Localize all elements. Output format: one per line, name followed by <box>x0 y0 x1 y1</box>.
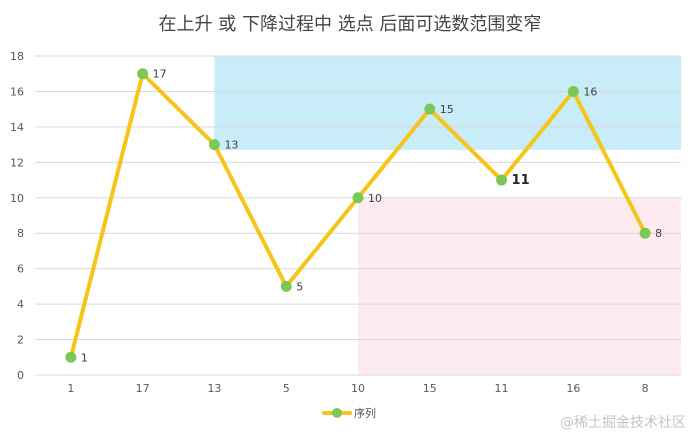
watermark: @稀土掘金技术社区 <box>560 415 686 431</box>
y-tick-label: 18 <box>10 50 24 63</box>
highlight-region-0 <box>214 56 681 150</box>
data-label: 1 <box>81 351 88 364</box>
data-label: 11 <box>512 173 530 188</box>
x-tick-label: 13 <box>207 382 221 395</box>
data-label: 5 <box>296 280 303 293</box>
data-label: 15 <box>440 103 454 116</box>
x-tick-label: 11 <box>495 382 509 395</box>
x-tick-label: 1 <box>67 382 74 395</box>
y-tick-label: 10 <box>10 192 24 205</box>
data-point-marker <box>567 85 579 97</box>
y-axis: 0 2 4 6 8 10 12 14 16 18 <box>10 50 24 382</box>
highlight-region-1 <box>358 197 681 375</box>
y-tick-label: 14 <box>10 121 24 134</box>
y-tick-label: 12 <box>10 156 24 169</box>
x-tick-label: 17 <box>136 382 150 395</box>
x-tick-label: 10 <box>351 382 365 395</box>
data-point-marker <box>208 139 220 151</box>
y-tick-label: 4 <box>17 298 24 311</box>
series-line-group: 1 17 13 5 10 15 11 16 8 <box>65 68 662 364</box>
data-label: 8 <box>655 227 662 240</box>
data-point-marker <box>424 103 436 115</box>
data-label: 10 <box>368 192 382 205</box>
x-axis: 1 17 13 5 10 15 11 16 8 <box>67 382 648 395</box>
data-point-marker <box>137 68 149 80</box>
data-label: 16 <box>583 85 597 98</box>
data-point-marker <box>280 280 292 292</box>
x-tick-label: 15 <box>423 382 437 395</box>
x-tick-label: 16 <box>566 382 580 395</box>
y-tick-label: 2 <box>17 334 24 347</box>
data-label: 17 <box>153 68 167 81</box>
y-tick-label: 0 <box>17 369 24 382</box>
y-tick-label: 16 <box>10 85 24 98</box>
x-tick-label: 5 <box>283 382 290 395</box>
legend: 序列 <box>322 406 376 420</box>
legend-marker <box>332 408 342 418</box>
data-point-marker <box>496 174 508 186</box>
x-tick-label: 8 <box>642 382 649 395</box>
data-point-marker <box>65 351 77 363</box>
data-point-marker <box>352 192 364 204</box>
data-label: 13 <box>224 139 238 152</box>
y-tick-label: 8 <box>17 227 24 240</box>
chart-title: 在上升 或 下降过程中 选点 后面可选数范围变窄 <box>158 14 542 35</box>
y-tick-label: 6 <box>17 263 24 276</box>
data-point-marker <box>639 227 651 239</box>
legend-label: 序列 <box>354 406 376 420</box>
highlight-regions <box>214 56 681 375</box>
